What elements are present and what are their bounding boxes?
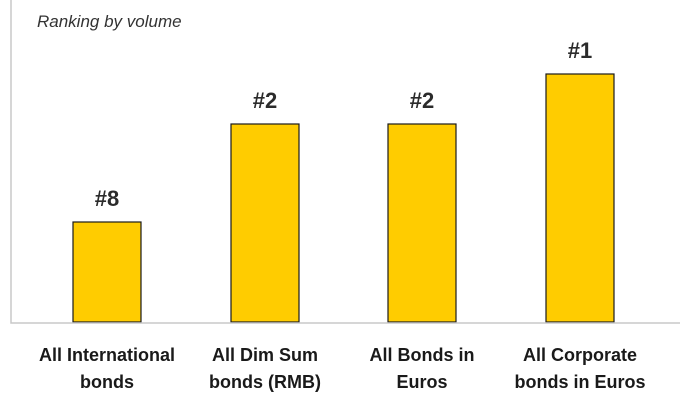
chart-subtitle: Ranking by volume <box>37 12 182 31</box>
category-label-1-line-1: All International <box>39 345 175 365</box>
bar-1 <box>72 221 142 323</box>
data-label-1: #8 <box>95 186 119 211</box>
category-label-3-line-1: All Bonds in <box>370 345 475 365</box>
bar-2 <box>230 123 300 323</box>
bars-layer <box>72 73 615 323</box>
plot-frame-axis <box>10 0 680 324</box>
category-label-2-line-1: All Dim Sum <box>212 345 318 365</box>
category-label-3-line-2: Euros <box>396 372 447 392</box>
bar-3 <box>387 123 457 323</box>
category-label-2-line-2: bonds (RMB) <box>209 372 321 392</box>
bar-4 <box>545 73 615 323</box>
data-label-3: #2 <box>410 88 434 113</box>
data-labels-layer: #8 #2 #2 #1 <box>95 38 592 211</box>
category-label-1-line-2: bonds <box>80 372 134 392</box>
category-label-4-line-1: All Corporate <box>523 345 637 365</box>
data-label-2: #2 <box>253 88 277 113</box>
data-label-4: #1 <box>568 38 592 63</box>
category-label-4-line-2: bonds in Euros <box>514 372 645 392</box>
category-labels-layer: All International bonds All Dim Sum bonds (… <box>39 345 646 392</box>
